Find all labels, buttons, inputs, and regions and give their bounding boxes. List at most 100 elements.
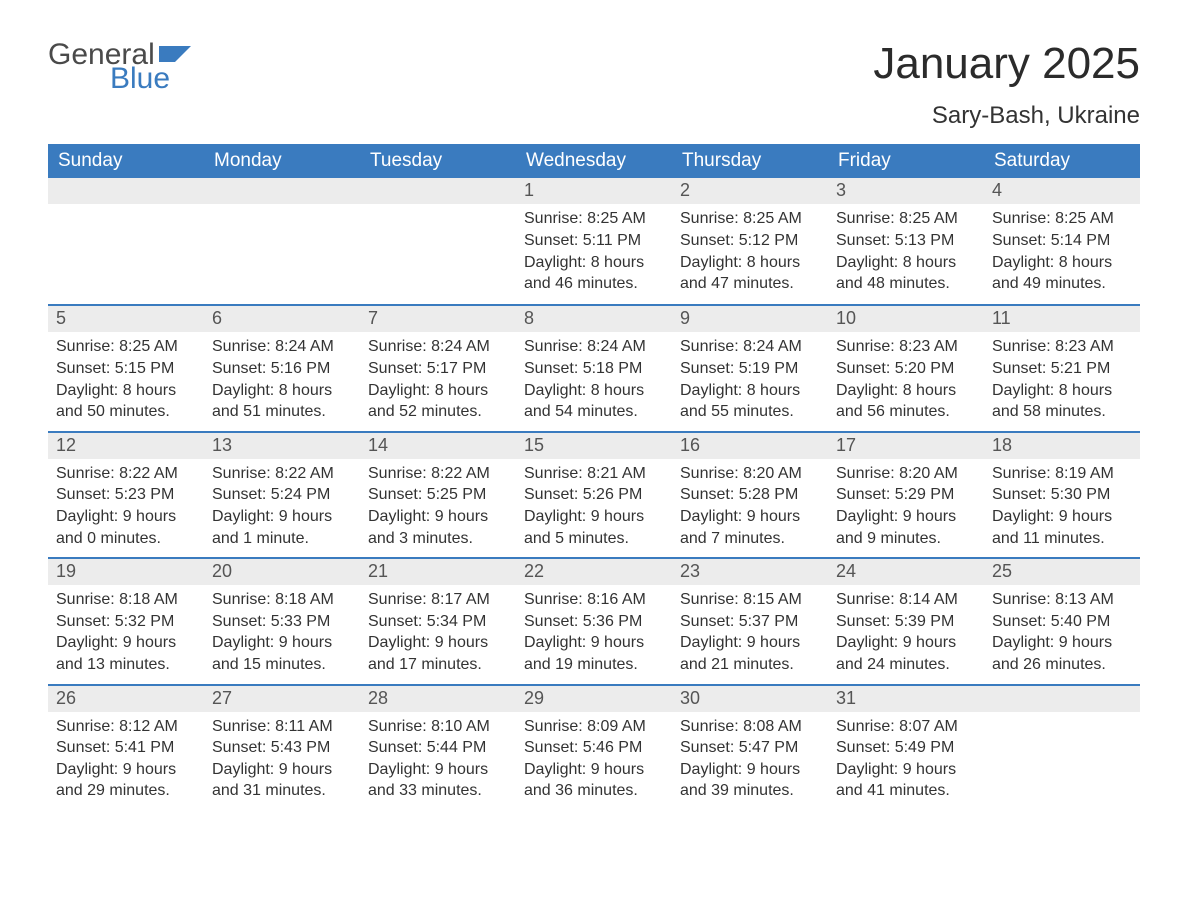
sunrise: Sunrise: 8:14 AM (836, 589, 976, 611)
day-number-bar: 4 (984, 178, 1140, 204)
daylight-line2: and 17 minutes. (368, 654, 508, 676)
daylight-line1: Daylight: 9 hours (368, 759, 508, 781)
calendar-table: SundayMondayTuesdayWednesdayThursdayFrid… (48, 144, 1140, 810)
sunrise: Sunrise: 8:22 AM (368, 463, 508, 485)
day-number-bar: 12 (48, 431, 204, 459)
sunrise: Sunrise: 8:07 AM (836, 716, 976, 738)
day-body: Sunrise: 8:19 AMSunset: 5:30 PMDaylight:… (984, 459, 1140, 557)
daylight-line2: and 52 minutes. (368, 401, 508, 423)
week-row: 26Sunrise: 8:12 AMSunset: 5:41 PMDayligh… (48, 684, 1140, 810)
day-body: Sunrise: 8:17 AMSunset: 5:34 PMDaylight:… (360, 585, 516, 683)
sunrise: Sunrise: 8:25 AM (836, 208, 976, 230)
day-cell: 31Sunrise: 8:07 AMSunset: 5:49 PMDayligh… (828, 684, 984, 810)
day-cell (360, 178, 516, 304)
sunrise: Sunrise: 8:16 AM (524, 589, 664, 611)
logo: General Blue (48, 40, 193, 94)
sunrise: Sunrise: 8:19 AM (992, 463, 1132, 485)
header: General Blue January 2025 Sary-Bash, Ukr… (48, 40, 1140, 130)
title-block: January 2025 Sary-Bash, Ukraine (873, 40, 1140, 130)
daylight-line1: Daylight: 9 hours (212, 506, 352, 528)
day-cell (204, 178, 360, 304)
day-number-bar: 28 (360, 684, 516, 712)
sunrise: Sunrise: 8:24 AM (212, 336, 352, 358)
day-number-bar: 31 (828, 684, 984, 712)
day-cell: 1Sunrise: 8:25 AMSunset: 5:11 PMDaylight… (516, 178, 672, 304)
day-number-bar (204, 178, 360, 204)
daylight-line2: and 56 minutes. (836, 401, 976, 423)
daylight-line2: and 9 minutes. (836, 528, 976, 550)
daylight-line2: and 36 minutes. (524, 780, 664, 802)
day-number-bar: 18 (984, 431, 1140, 459)
daylight-line1: Daylight: 9 hours (680, 506, 820, 528)
sunset: Sunset: 5:19 PM (680, 358, 820, 380)
sunset: Sunset: 5:47 PM (680, 737, 820, 759)
day-body: Sunrise: 8:14 AMSunset: 5:39 PMDaylight:… (828, 585, 984, 683)
day-body: Sunrise: 8:22 AMSunset: 5:25 PMDaylight:… (360, 459, 516, 557)
sunset: Sunset: 5:44 PM (368, 737, 508, 759)
day-body: Sunrise: 8:25 AMSunset: 5:12 PMDaylight:… (672, 204, 828, 302)
sunrise: Sunrise: 8:12 AM (56, 716, 196, 738)
day-number-bar (48, 178, 204, 204)
day-body: Sunrise: 8:21 AMSunset: 5:26 PMDaylight:… (516, 459, 672, 557)
day-number-bar: 1 (516, 178, 672, 204)
sunset: Sunset: 5:13 PM (836, 230, 976, 252)
column-header: Sunday (48, 144, 204, 178)
day-body: Sunrise: 8:18 AMSunset: 5:33 PMDaylight:… (204, 585, 360, 683)
day-cell: 24Sunrise: 8:14 AMSunset: 5:39 PMDayligh… (828, 557, 984, 683)
daylight-line2: and 26 minutes. (992, 654, 1132, 676)
day-body: Sunrise: 8:24 AMSunset: 5:19 PMDaylight:… (672, 332, 828, 430)
day-cell: 16Sunrise: 8:20 AMSunset: 5:28 PMDayligh… (672, 431, 828, 557)
daylight-line1: Daylight: 9 hours (368, 506, 508, 528)
sunset: Sunset: 5:46 PM (524, 737, 664, 759)
day-cell (984, 684, 1140, 810)
daylight-line1: Daylight: 9 hours (56, 632, 196, 654)
daylight-line2: and 47 minutes. (680, 273, 820, 295)
daylight-line2: and 49 minutes. (992, 273, 1132, 295)
sunrise: Sunrise: 8:21 AM (524, 463, 664, 485)
day-number-bar: 21 (360, 557, 516, 585)
sunrise: Sunrise: 8:15 AM (680, 589, 820, 611)
daylight-line1: Daylight: 9 hours (524, 632, 664, 654)
day-number-bar: 3 (828, 178, 984, 204)
day-number-bar: 29 (516, 684, 672, 712)
day-number-bar: 11 (984, 304, 1140, 332)
day-cell: 5Sunrise: 8:25 AMSunset: 5:15 PMDaylight… (48, 304, 204, 430)
sunset: Sunset: 5:23 PM (56, 484, 196, 506)
sunset: Sunset: 5:16 PM (212, 358, 352, 380)
daylight-line1: Daylight: 9 hours (680, 632, 820, 654)
daylight-line2: and 24 minutes. (836, 654, 976, 676)
week-row: 5Sunrise: 8:25 AMSunset: 5:15 PMDaylight… (48, 304, 1140, 430)
daylight-line2: and 15 minutes. (212, 654, 352, 676)
daylight-line2: and 19 minutes. (524, 654, 664, 676)
sunrise: Sunrise: 8:22 AM (56, 463, 196, 485)
daylight-line2: and 46 minutes. (524, 273, 664, 295)
daylight-line1: Daylight: 9 hours (524, 759, 664, 781)
sunset: Sunset: 5:34 PM (368, 611, 508, 633)
daylight-line2: and 7 minutes. (680, 528, 820, 550)
day-cell: 20Sunrise: 8:18 AMSunset: 5:33 PMDayligh… (204, 557, 360, 683)
daylight-line2: and 33 minutes. (368, 780, 508, 802)
daylight-line2: and 29 minutes. (56, 780, 196, 802)
sunrise: Sunrise: 8:13 AM (992, 589, 1132, 611)
daylight-line2: and 13 minutes. (56, 654, 196, 676)
daylight-line2: and 0 minutes. (56, 528, 196, 550)
day-body: Sunrise: 8:20 AMSunset: 5:29 PMDaylight:… (828, 459, 984, 557)
day-number-bar: 13 (204, 431, 360, 459)
day-number-bar: 26 (48, 684, 204, 712)
day-body: Sunrise: 8:25 AMSunset: 5:14 PMDaylight:… (984, 204, 1140, 302)
sunrise: Sunrise: 8:23 AM (992, 336, 1132, 358)
day-cell: 10Sunrise: 8:23 AMSunset: 5:20 PMDayligh… (828, 304, 984, 430)
daylight-line2: and 50 minutes. (56, 401, 196, 423)
daylight-line2: and 54 minutes. (524, 401, 664, 423)
sunrise: Sunrise: 8:24 AM (680, 336, 820, 358)
daylight-line1: Daylight: 9 hours (992, 506, 1132, 528)
day-number-bar: 9 (672, 304, 828, 332)
day-body: Sunrise: 8:09 AMSunset: 5:46 PMDaylight:… (516, 712, 672, 810)
day-number-bar: 6 (204, 304, 360, 332)
day-cell: 19Sunrise: 8:18 AMSunset: 5:32 PMDayligh… (48, 557, 204, 683)
day-body: Sunrise: 8:23 AMSunset: 5:21 PMDaylight:… (984, 332, 1140, 430)
sunrise: Sunrise: 8:20 AM (680, 463, 820, 485)
day-body: Sunrise: 8:07 AMSunset: 5:49 PMDaylight:… (828, 712, 984, 810)
day-number-bar: 24 (828, 557, 984, 585)
day-cell: 29Sunrise: 8:09 AMSunset: 5:46 PMDayligh… (516, 684, 672, 810)
